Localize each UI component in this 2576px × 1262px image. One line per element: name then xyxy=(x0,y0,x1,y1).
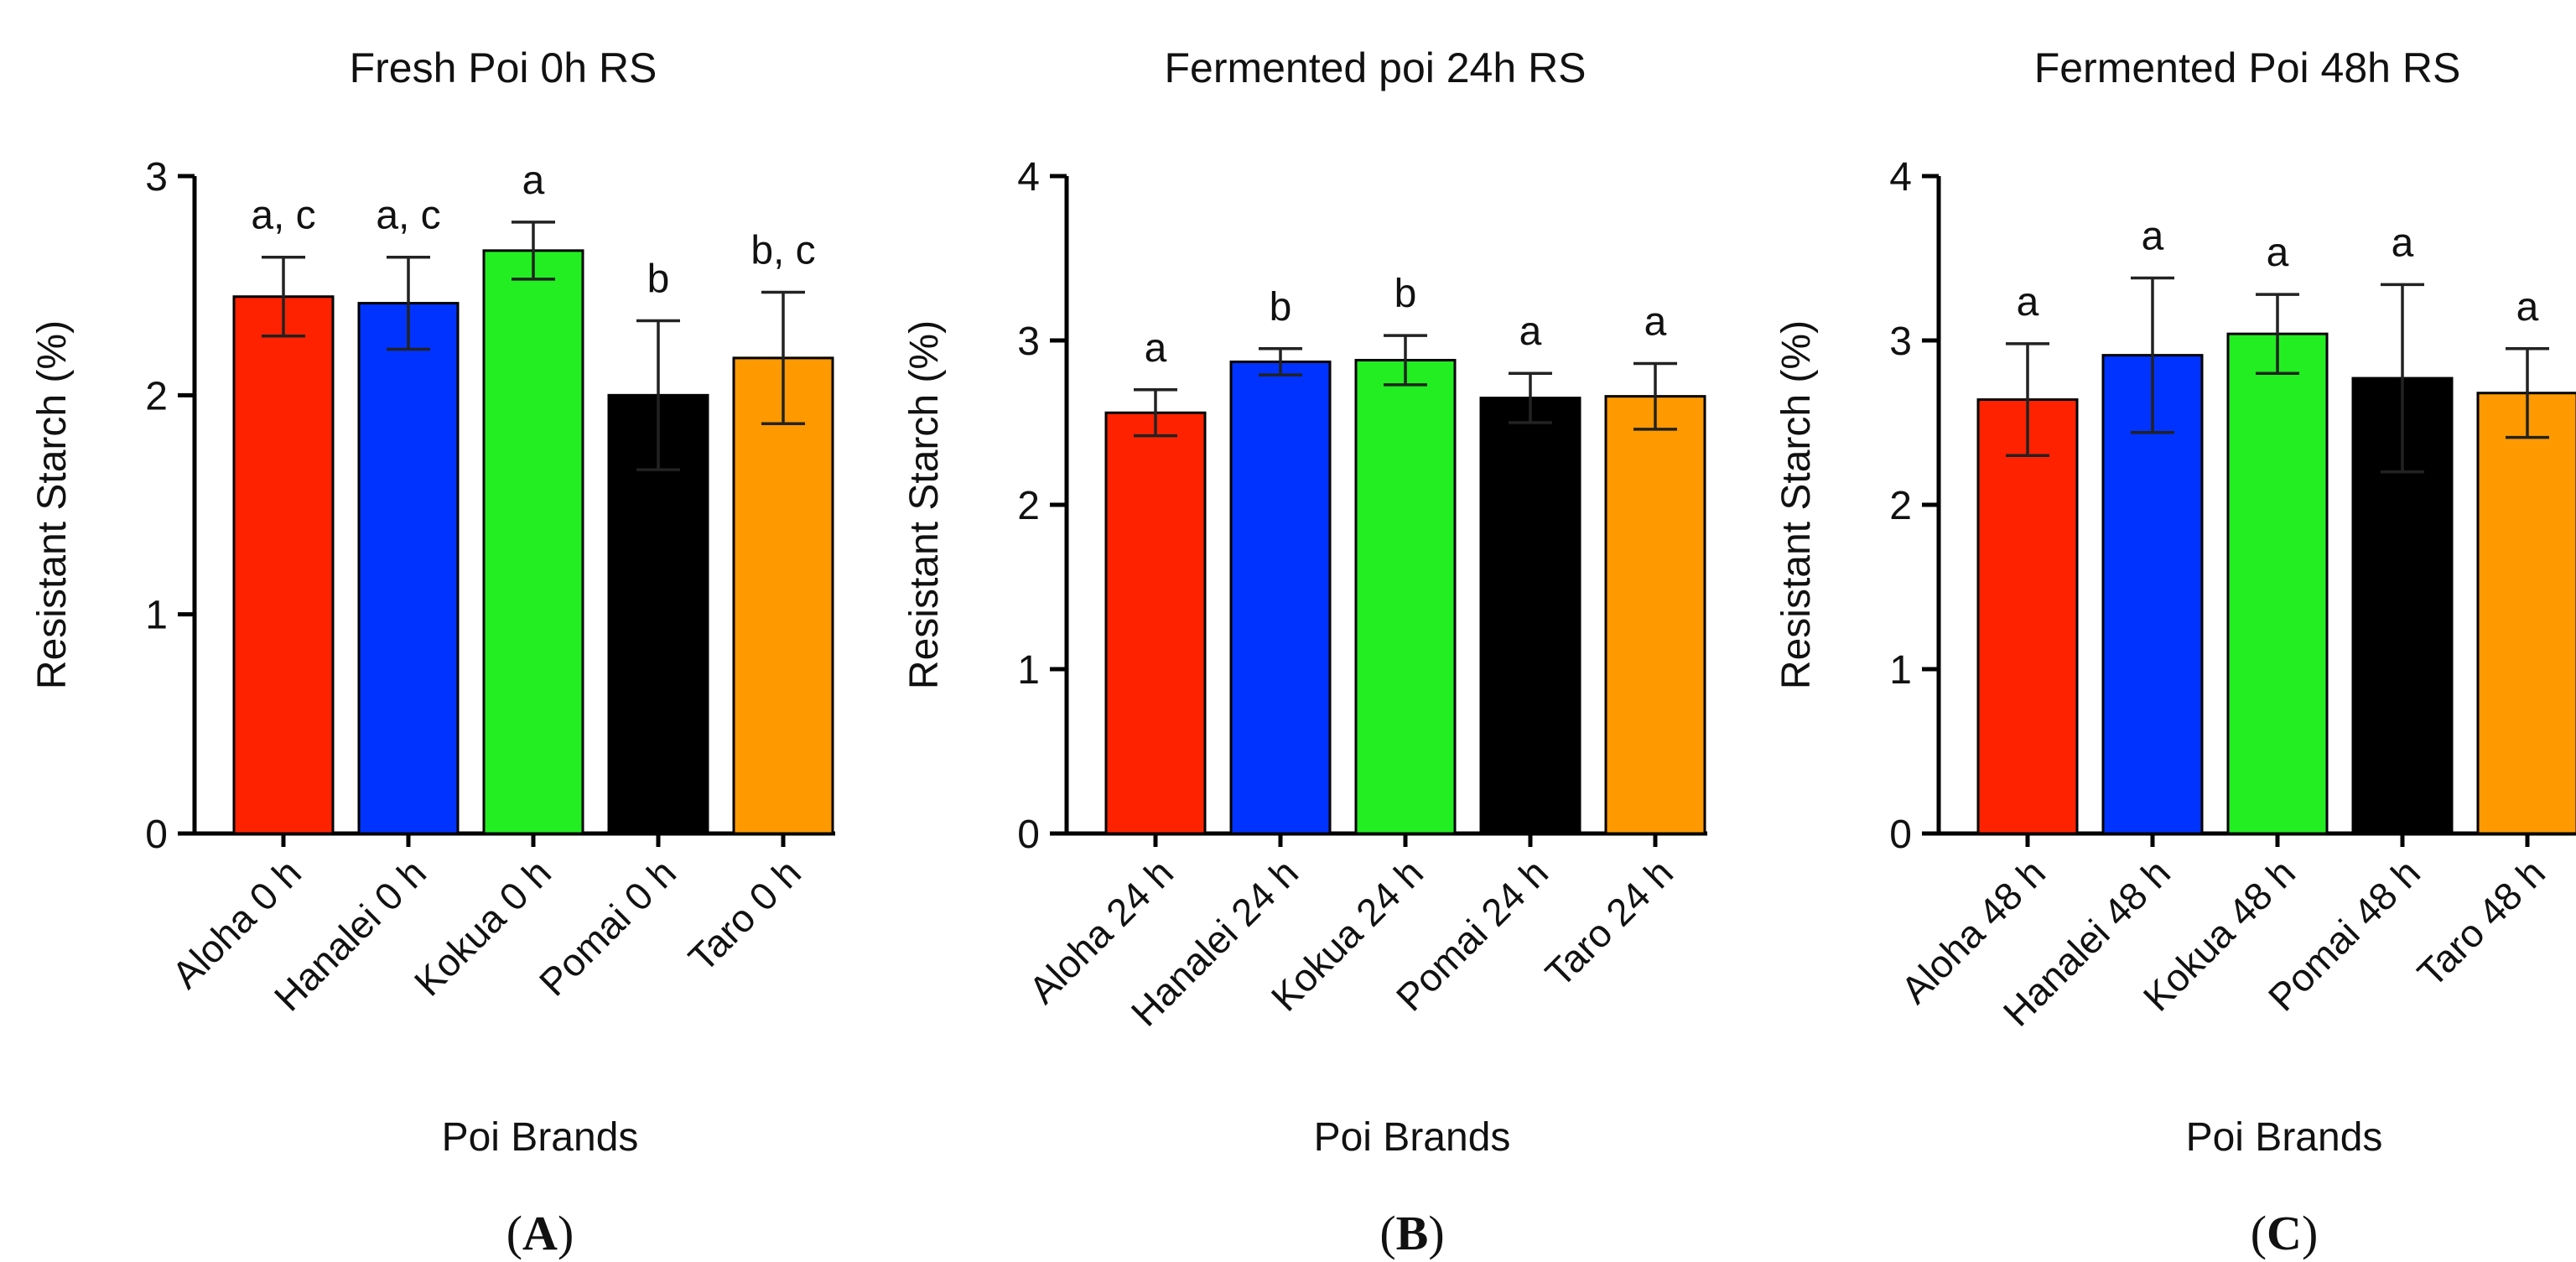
panel-b-chart: Fermented poi 24h RS 0 1 2 3 4 Resistant Starc… xyxy=(902,44,1707,1260)
significance-label: a xyxy=(1644,299,1667,344)
bar xyxy=(2226,332,2329,835)
y-tick-label: 4 xyxy=(1889,155,1912,200)
y-tick-label: 2 xyxy=(145,374,168,418)
x-tick-label: Pomai 0 h xyxy=(531,850,684,1004)
x-tick-label: Taro 24 h xyxy=(1537,850,1681,995)
bar xyxy=(482,249,584,835)
bar xyxy=(357,302,460,835)
bar xyxy=(1976,398,2079,835)
significance-label: a xyxy=(522,158,545,203)
y-tick-label: 4 xyxy=(1017,155,1040,200)
panel-c-chart: Fermented Poi 48h RS 0 1 2 3 4 Resistant Starc… xyxy=(1774,44,2576,1260)
panel-label: (A) xyxy=(506,1206,574,1260)
y-tick-label: 2 xyxy=(1017,484,1040,528)
chart-title: Fermented Poi 48h RS xyxy=(2034,44,2461,91)
x-tick-label: Taro 0 h xyxy=(680,850,809,979)
panel-letter: B xyxy=(1396,1206,1429,1260)
significance-label: a xyxy=(2142,215,2164,259)
y-axis-label: Resistant Starch (%) xyxy=(1774,320,1819,689)
significance-label: a xyxy=(2267,231,2289,275)
y-axis-label: Resistant Starch (%) xyxy=(902,320,947,689)
y-tick-label: 1 xyxy=(145,594,168,638)
x-axis-label: Poi Brands xyxy=(442,1115,639,1160)
bar xyxy=(2101,354,2204,835)
bar xyxy=(1229,360,1332,835)
significance-label: b, c xyxy=(750,229,815,273)
bar xyxy=(732,356,834,835)
panel-a-chart: Fresh Poi 0h RS 0 1 2 3 Resistant Starch (%) a… xyxy=(30,44,835,1260)
bar xyxy=(1479,397,1581,835)
y-tick-label: 1 xyxy=(1017,648,1040,693)
bar xyxy=(232,295,335,835)
significance-label: b xyxy=(647,257,670,301)
y-tick-label: 0 xyxy=(1017,813,1040,857)
bar xyxy=(2476,392,2576,835)
significance-label: a xyxy=(2516,285,2539,330)
significance-label: a xyxy=(2392,221,2414,265)
y-tick-label: 3 xyxy=(1017,319,1040,364)
significance-label: a xyxy=(2017,280,2039,325)
panel-label: (C) xyxy=(2251,1206,2319,1260)
x-tick-label: Taro 48 h xyxy=(2409,850,2553,995)
bar xyxy=(1104,411,1207,835)
significance-label: a, c xyxy=(251,194,315,238)
bar xyxy=(1354,359,1457,835)
y-tick-label: 3 xyxy=(1889,319,1912,364)
chart-title: Fresh Poi 0h RS xyxy=(350,44,657,91)
bar xyxy=(1604,395,1706,835)
x-tick-label: Kokua 0 h xyxy=(406,850,559,1004)
x-axis-label: Poi Brands xyxy=(1314,1115,1511,1160)
significance-label: a xyxy=(1519,309,1542,354)
panel-letter: A xyxy=(522,1206,558,1260)
panel-label: (B) xyxy=(1379,1206,1444,1260)
y-tick-label: 0 xyxy=(1889,813,1912,857)
y-tick-label: 3 xyxy=(145,155,168,200)
y-tick-label: 2 xyxy=(1889,484,1912,528)
panel-letter: C xyxy=(2267,1206,2302,1260)
significance-label: a xyxy=(1145,326,1167,371)
y-tick-label: 1 xyxy=(1889,648,1912,693)
y-axis-label: Resistant Starch (%) xyxy=(30,320,75,689)
chart-title: Fermented poi 24h RS xyxy=(1164,44,1586,91)
significance-label: a, c xyxy=(376,194,440,238)
significance-label: b xyxy=(1394,272,1417,316)
y-tick-label: 0 xyxy=(145,813,168,857)
significance-label: b xyxy=(1270,285,1292,330)
x-axis-label: Poi Brands xyxy=(2186,1115,2383,1160)
